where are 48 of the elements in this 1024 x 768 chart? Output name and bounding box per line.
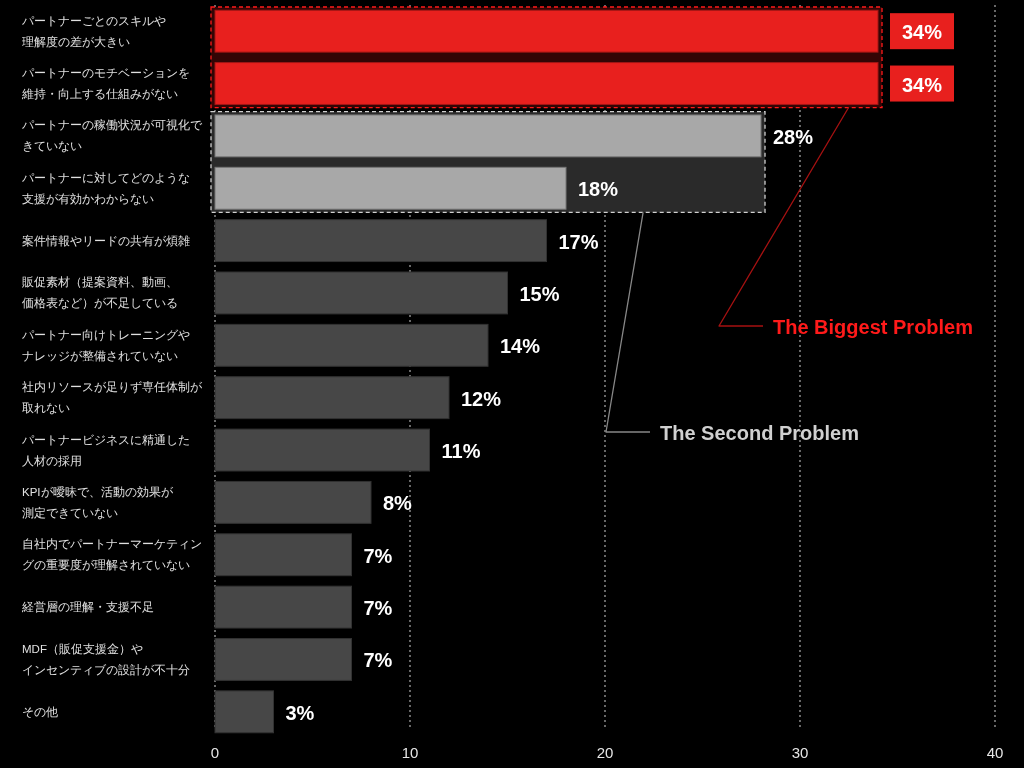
y-tick-label: KPIが曖昧で、活動の効果が測定できていない bbox=[22, 485, 174, 520]
value-label: 3% bbox=[285, 701, 315, 724]
bar bbox=[214, 376, 450, 420]
bar bbox=[214, 219, 547, 263]
data-label: 34% bbox=[901, 73, 943, 96]
value-label: 8% bbox=[383, 492, 412, 515]
value-label: 7% bbox=[363, 649, 393, 672]
x-tick-label: 10 bbox=[401, 743, 419, 761]
value-label: 18% bbox=[578, 178, 619, 201]
x-tick-label: 40 bbox=[986, 743, 1004, 761]
y-tick-label: その他 bbox=[22, 705, 58, 719]
value-label: 12% bbox=[461, 387, 502, 410]
value-label: 11% bbox=[441, 440, 481, 463]
y-tick-label: パートナーの稼働状況が可視化できていない bbox=[21, 119, 203, 154]
value-label: 15% bbox=[519, 282, 560, 305]
y-tick-label: 社内リソースが足りず専任体制が取れない bbox=[22, 381, 203, 416]
bar bbox=[214, 271, 508, 315]
bar bbox=[214, 323, 489, 367]
value-label: 34% bbox=[890, 13, 954, 50]
value-label: 7% bbox=[363, 544, 393, 567]
band-label: The Second Problem bbox=[660, 422, 859, 444]
bar bbox=[214, 428, 430, 472]
y-tick-label: 経営層の理解・支援不足 bbox=[21, 601, 154, 614]
value-label: 7% bbox=[363, 597, 393, 620]
y-tick-label: MDF（販促支援金）やインセンティブの設計が不十分 bbox=[22, 642, 190, 676]
value-label: 34% bbox=[890, 65, 954, 102]
value-label: 14% bbox=[500, 335, 541, 358]
value-label: 28% bbox=[773, 125, 814, 148]
bar bbox=[214, 166, 567, 210]
x-tick-label: 20 bbox=[596, 743, 614, 761]
y-tick-label: パートナーに対してどのような支援が有効かわからない bbox=[21, 170, 190, 206]
x-tick-label: 30 bbox=[791, 743, 809, 761]
value-label: 17% bbox=[558, 230, 599, 253]
y-tick-label: パートナー向けトレーニングやナレッジが整備されていない bbox=[21, 328, 190, 363]
y-tick-label: パートナーごとのスキルや理解度の差が大きい bbox=[21, 14, 166, 49]
bar bbox=[214, 480, 372, 524]
x-tick-label: 0 bbox=[210, 743, 220, 761]
bar bbox=[214, 533, 352, 577]
y-tick-label: 販促素材（提案資料、動画、価格表など）が不足している bbox=[22, 275, 178, 311]
data-label: 34% bbox=[901, 21, 943, 44]
y-tick-label: 案件情報やリードの共有が煩雑 bbox=[22, 233, 190, 247]
y-tick-label: 自社内でパートナーマーケティングの重要度が理解されていない bbox=[22, 538, 202, 573]
band-label: The Biggest Problem bbox=[773, 316, 974, 338]
bar bbox=[214, 585, 352, 629]
bar bbox=[214, 690, 274, 734]
bar bbox=[214, 638, 352, 681]
y-tick-label: パートナーのモチベーションを維持・向上する仕組みがない bbox=[21, 67, 190, 102]
y-tick-label: パートナービジネスに精通した人材の採用 bbox=[21, 433, 190, 467]
